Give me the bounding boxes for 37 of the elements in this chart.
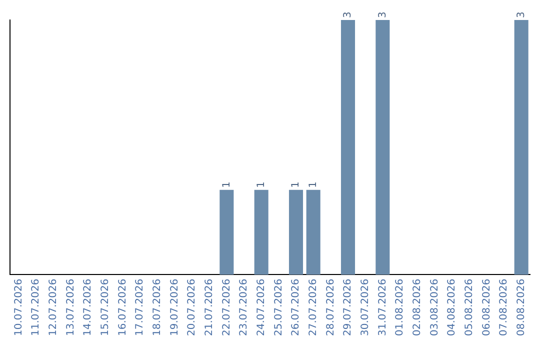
data-label: 3	[516, 12, 527, 18]
x-tick-label: 11.07.2026	[30, 278, 42, 336]
x-tick-label: 12.07.2026	[48, 278, 59, 336]
x-tick-label: 23.07.2026	[238, 278, 250, 336]
data-label: 1	[290, 181, 302, 188]
x-tick-label: 03.08.2026	[429, 278, 440, 336]
data-label: 3	[377, 12, 388, 18]
x-tick-label: 15.07.2026	[100, 278, 111, 336]
x-tick-label: 02.08.2026	[412, 278, 423, 336]
x-tick-label: 22.07.2026	[221, 278, 232, 336]
x-tick-label: 19.07.2026	[169, 278, 180, 336]
data-label: 1	[308, 181, 319, 188]
x-tick-label: 13.07.2026	[65, 278, 76, 336]
data-label: 3	[342, 12, 354, 18]
x-tick-label: 29.07.2026	[342, 278, 354, 336]
x-tick-label: 27.07.2026	[308, 278, 319, 336]
x-tick-label: 24.07.2026	[256, 278, 267, 336]
x-tick-label: 16.07.2026	[117, 278, 128, 336]
x-tick-label: 04.08.2026	[446, 278, 458, 336]
x-tick-label: 07.08.2026	[498, 278, 510, 336]
x-tick-label: 14.07.2026	[82, 278, 94, 336]
x-tick-label: 26.07.2026	[290, 278, 302, 336]
x-tick-label: 06.08.2026	[481, 278, 492, 336]
x-tick-label: 21.07.2026	[204, 278, 215, 336]
data-label: 1	[256, 181, 267, 188]
x-tick-label: 20.07.2026	[186, 278, 198, 336]
x-tick-label: 18.07.2026	[152, 278, 163, 336]
x-tick-label: 10.07.2026	[13, 278, 24, 336]
x-tick-label: 05.08.2026	[464, 278, 475, 336]
x-tick-label: 31.07.2026	[377, 278, 388, 336]
x-tick-label: 17.07.2026	[134, 278, 146, 336]
data-label: 1	[221, 181, 232, 188]
x-tick-label: 25.07.2026	[273, 278, 284, 336]
x-tick-label: 01.08.2026	[394, 278, 406, 336]
x-tick-label: 28.07.2026	[325, 278, 336, 336]
x-tick-label: 30.07.2026	[360, 278, 371, 336]
x-tick-label: 08.08.2026	[516, 278, 527, 336]
